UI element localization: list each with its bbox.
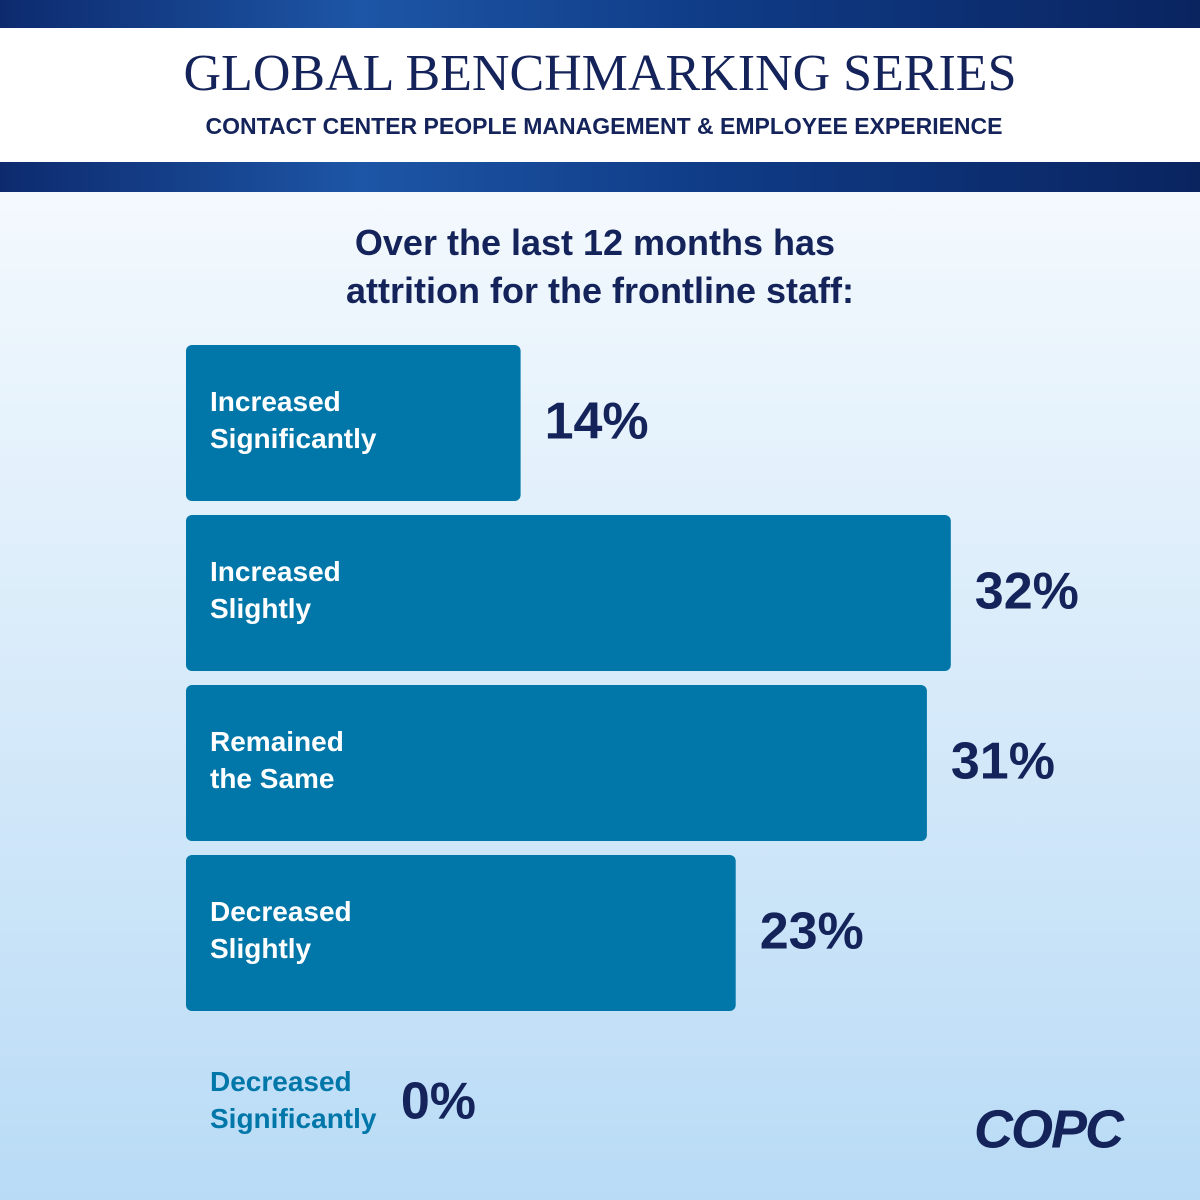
bar-label: Decreased Slightly — [210, 896, 359, 964]
value-label: 32% — [975, 563, 1079, 621]
bar — [186, 855, 736, 1011]
logo: COPC — [974, 1099, 1125, 1159]
chart-title: Over the last 12 months has attrition fo… — [346, 222, 854, 311]
header-title: GLOBAL BENCHMARKING SERIES — [184, 45, 1017, 102]
value-label: 31% — [951, 733, 1055, 791]
bar-label: Increased Significantly — [210, 386, 377, 454]
bar — [186, 345, 521, 501]
bar — [186, 515, 951, 671]
header-panel — [0, 28, 1200, 162]
bar-label: Decreased Significantly — [210, 1066, 377, 1134]
bar-label: Increased Slightly — [210, 556, 349, 624]
value-label: 0% — [401, 1073, 476, 1131]
value-label: 23% — [760, 903, 864, 961]
bar-label: Remained the Same — [210, 726, 352, 794]
value-label: 14% — [545, 393, 649, 451]
header-subtitle: CONTACT CENTER PEOPLE MANAGEMENT & EMPLO… — [206, 113, 1003, 139]
bar — [186, 685, 927, 841]
